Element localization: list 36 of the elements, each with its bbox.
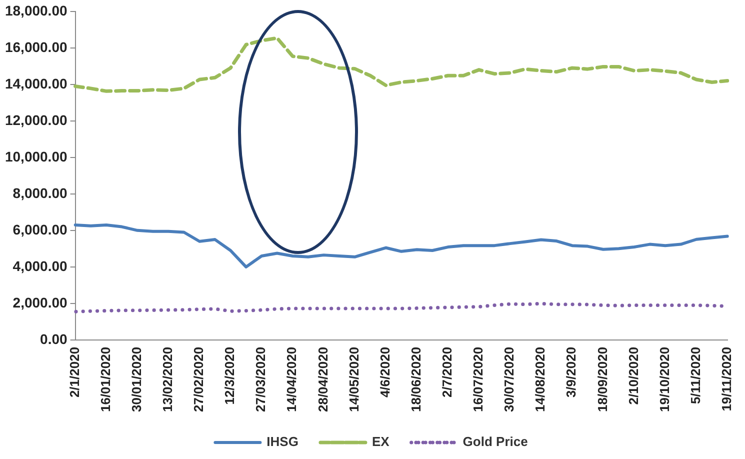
legend-label: IHSG	[266, 434, 298, 450]
x-tick-label: 16/01/2020	[98, 346, 113, 412]
y-tick-label: 8,000.00	[12, 184, 68, 201]
y-tick-label: 18,000.00	[4, 2, 68, 18]
x-tick-label: 14/04/2020	[284, 346, 300, 412]
x-tick-label: 12/3/2020	[222, 346, 238, 405]
line-series	[74, 36, 730, 93]
y-tick-label: 16,000.00	[4, 38, 68, 55]
x-tick-label: 2/7/2020	[440, 346, 454, 398]
x-tick-label: 14/05/2020	[346, 346, 362, 412]
x-tick-label: 13/02/2020	[160, 346, 176, 412]
x-tick-label: 2/10/2020	[626, 346, 641, 405]
x-tick-label: 19/10/2020	[656, 346, 672, 412]
x-tick-label: 14/08/2020	[532, 346, 548, 412]
x-tick-label: 4/6/2020	[377, 346, 392, 398]
y-tick-label: 10,000.00	[4, 148, 68, 164]
legend-label: Gold Price	[462, 434, 528, 450]
x-tick-label: 18/06/2020	[408, 346, 424, 412]
x-tick-label: 27/03/2020	[253, 346, 268, 412]
x-tick-label: 19/11/2020	[718, 346, 734, 412]
y-tick-label: 6,000.00	[12, 221, 68, 238]
x-tick-label: 18/09/2020	[594, 346, 610, 412]
y-tick-label: 4,000.00	[12, 258, 68, 274]
x-tick-label: 2/1/2020	[66, 346, 82, 398]
y-tick-label: 0.00	[40, 330, 68, 347]
x-tick-label: 28/04/2020	[315, 346, 330, 412]
legend-label: EX	[372, 434, 390, 450]
x-tick-label: 27/02/2020	[191, 346, 206, 412]
x-tick-label: 3/9/2020	[564, 346, 579, 398]
x-tick-label: 30/01/2020	[128, 346, 144, 412]
y-tick-label: 2,000.00	[12, 294, 68, 310]
y-tick-label: 12,000.00	[4, 112, 68, 128]
x-tick-label: 30/07/2020	[502, 346, 517, 412]
x-tick-label: 5/11/2020	[688, 346, 703, 404]
y-tick-label: 14,000.00	[4, 75, 68, 92]
x-tick-label: 16/07/2020	[470, 346, 486, 412]
